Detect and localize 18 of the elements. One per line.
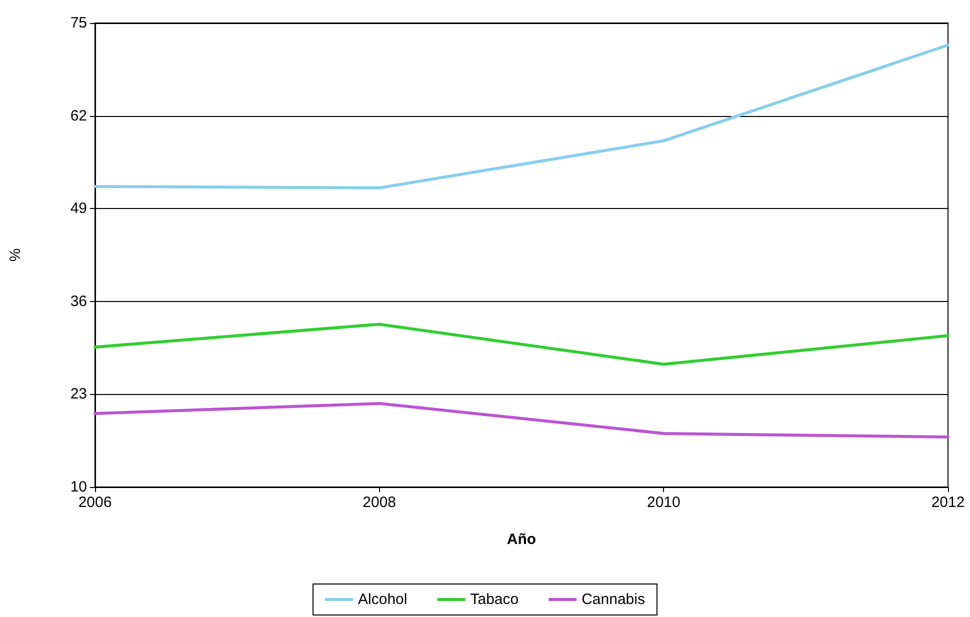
y-tick-label: 49 [70, 200, 87, 218]
legend-label: Alcohol [358, 591, 408, 608]
line-series [94, 402, 950, 439]
y-tick-label: 10 [70, 478, 87, 496]
legend-label: Cannabis [582, 591, 645, 608]
y-axis-title: % [7, 248, 24, 262]
x-tick-label: 2006 [78, 494, 112, 511]
x-tick-label: 2010 [646, 494, 680, 511]
legend-label: Tabaco [470, 591, 519, 608]
y-tick-label: 23 [70, 386, 87, 403]
y-tick-label: 62 [70, 107, 87, 124]
y-tick-label: 36 [70, 292, 87, 310]
y-tick-label: 75 [70, 14, 87, 32]
line-series [94, 322, 950, 366]
line-series [94, 44, 950, 190]
x-axis-title: Año [506, 531, 536, 548]
x-tick-label: 2012 [931, 494, 965, 511]
x-tick-label: 2008 [362, 494, 396, 511]
